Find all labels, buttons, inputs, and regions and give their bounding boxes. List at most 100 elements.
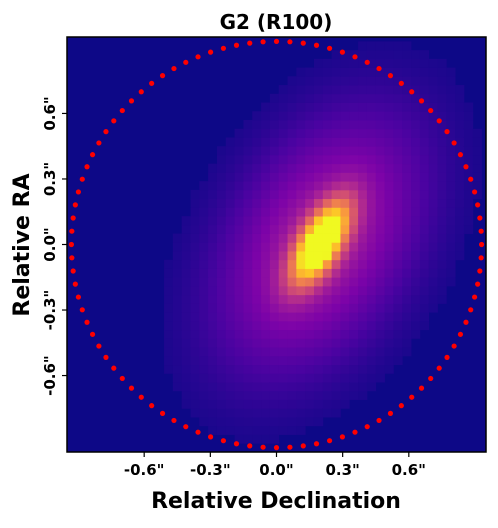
heatmap-cell [428, 85, 438, 95]
heatmap-cell [296, 390, 306, 400]
heatmap-cell [366, 41, 377, 51]
heatmap-cell [402, 233, 412, 243]
heatmap-cell [384, 329, 394, 339]
heatmap-cell [322, 408, 333, 418]
heatmap-cell [331, 102, 341, 112]
heatmap-cell [472, 146, 482, 156]
heatmap-cell [269, 198, 280, 208]
heatmap-cell [313, 320, 324, 331]
heatmap-cell [437, 67, 447, 77]
heatmap-cell [287, 120, 297, 130]
heatmap-cell [411, 189, 421, 200]
heatmap-cell [269, 329, 280, 339]
heatmap-cell [234, 172, 244, 182]
heatmap-cell [393, 50, 403, 60]
heatmap-cell [296, 67, 306, 77]
heatmap-cell [358, 181, 368, 191]
heatmap-cell [252, 408, 262, 418]
heatmap-cell [225, 163, 235, 173]
heatmap-cell [208, 382, 218, 392]
heatmap-cell [287, 242, 297, 252]
heatmap-cell [358, 259, 368, 269]
heatmap-cell [411, 224, 421, 234]
heatmap-cell [252, 329, 262, 339]
heatmap-cell [349, 355, 359, 366]
heatmap-cell [366, 154, 377, 165]
heatmap-cell [199, 251, 209, 261]
heatmap-cell [296, 146, 306, 156]
heatmap-cell [446, 128, 456, 138]
heatmap-cell [349, 347, 359, 357]
heatmap-cell [402, 312, 412, 322]
heatmap-cell [411, 93, 421, 103]
heatmap-cell [199, 277, 209, 287]
heatmap-cell [411, 294, 421, 304]
heatmap-cell [225, 399, 235, 409]
heatmap-cell [322, 58, 333, 68]
heatmap-cell [349, 268, 359, 278]
heatmap-cell [296, 312, 306, 322]
heatmap-cell [358, 189, 368, 200]
heatmap-cell [181, 294, 191, 304]
heatmap-cell [313, 312, 324, 322]
aperture-point [339, 434, 346, 440]
heatmap-cell [252, 382, 262, 392]
heatmap-cell [437, 111, 447, 121]
heatmap-cell [375, 146, 385, 156]
heatmap-cell [243, 364, 253, 374]
heatmap-cell [234, 347, 244, 357]
heatmap-cell [313, 251, 324, 261]
heatmap-cell [437, 76, 447, 86]
heatmap-cell [305, 251, 315, 261]
heatmap-cell [261, 154, 271, 165]
heatmap-cell [216, 277, 227, 287]
heatmap-cell [269, 268, 280, 278]
heatmap-cell [366, 67, 377, 77]
heatmap-cell [375, 277, 385, 287]
heatmap-cell [411, 320, 421, 331]
heatmap-cell [384, 224, 394, 234]
heatmap-cell [375, 76, 385, 86]
heatmap-cell [322, 233, 333, 243]
heatmap-cell [340, 355, 350, 366]
heatmap-cell [419, 198, 430, 208]
heatmap-cell [313, 146, 324, 156]
heatmap-cell [313, 390, 324, 400]
aperture-point [444, 354, 450, 360]
heatmap-cell [313, 338, 324, 348]
heatmap-cell [463, 181, 474, 191]
heatmap-cell [278, 320, 288, 331]
heatmap-cell [313, 382, 324, 392]
heatmap-cell [455, 189, 465, 200]
heatmap-cell [225, 154, 235, 165]
heatmap-cell [349, 320, 359, 331]
heatmap-cell [446, 102, 456, 112]
heatmap-cell [393, 41, 403, 51]
heatmap-cell [199, 417, 209, 427]
heatmap-cell [419, 120, 430, 130]
heatmap-cell [463, 224, 474, 234]
heatmap-cell [358, 163, 368, 173]
heatmap-cell [331, 181, 341, 191]
heatmap-cell [305, 268, 315, 278]
heatmap-cell [366, 355, 377, 366]
heatmap-cell [358, 41, 368, 51]
heatmap-cell [305, 277, 315, 287]
heatmap-cell [402, 41, 412, 51]
heatmap-cell [393, 102, 403, 112]
heatmap-cell [419, 207, 430, 217]
heatmap-cell [446, 120, 456, 130]
heatmap-cell [296, 111, 306, 121]
heatmap-cell [278, 224, 288, 234]
heatmap-cell [172, 329, 183, 339]
heatmap-cell [411, 286, 421, 296]
heatmap-cell [411, 137, 421, 147]
heatmap-cell [437, 102, 447, 112]
heatmap-cell [190, 216, 200, 226]
heatmap-cell [305, 224, 315, 234]
heatmap-cell [313, 242, 324, 252]
heatmap-cell [305, 233, 315, 243]
heatmap-cell [375, 216, 385, 226]
heatmap-cell [305, 294, 315, 304]
heatmap-cell [393, 137, 403, 147]
